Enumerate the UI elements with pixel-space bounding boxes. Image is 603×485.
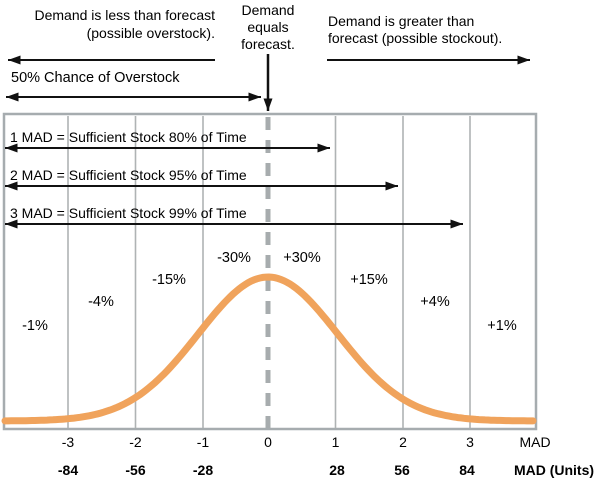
- mad-2-label: 2 MAD = Sufficient Stock 95% of Time: [10, 167, 247, 183]
- x-tick-minus2: -2: [129, 434, 142, 450]
- x-tick-minus3: -3: [61, 434, 75, 450]
- annotation-demand-less-line2: (possible overstock).: [86, 25, 215, 41]
- x-unit-minus84: -84: [57, 462, 79, 478]
- x-tick-plus1: 1: [331, 434, 340, 450]
- bell-curve: [1, 273, 537, 425]
- segment-label-minus4pct: -4%: [88, 294, 114, 310]
- chart-frame: [2, 112, 538, 431]
- segment-label-minus1pct: -1%: [22, 318, 48, 334]
- x-tick-plus2: 2: [399, 434, 407, 450]
- annotation-demand-equals-line3: forecast.: [241, 36, 295, 52]
- mad-1-label: 1 MAD = Sufficient Stock 80% of Time: [10, 129, 247, 145]
- x-unit-plus56: 56: [394, 462, 410, 478]
- annotation-demand-greater-line1: Demand is greater than: [328, 13, 475, 29]
- x-axis-units-unit-label: MAD (Units): [513, 462, 595, 478]
- segment-label-minus30pct: -30%: [217, 250, 251, 266]
- x-unit-plus28: 28: [329, 462, 345, 478]
- segment-label-plus4pct: +4%: [420, 294, 450, 310]
- annotation-demand-equals-line2: equals: [247, 19, 289, 35]
- x-unit-minus28: -28: [192, 462, 214, 478]
- annotation-demand-equals: Demand equals forecast.: [241, 2, 295, 53]
- x-tick-zero: 0: [264, 434, 272, 450]
- annotation-demand-less: Demand is less than forecast (possible o…: [34, 6, 215, 42]
- annotation-demand-greater: Demand is greater than forecast (possibl…: [328, 13, 502, 47]
- x-tick-plus3: 3: [466, 434, 474, 450]
- overstock-chance-label: 50% Chance of Overstock: [11, 70, 180, 86]
- mad-3-label: 3 MAD = Sufficient Stock 99% of Time: [10, 205, 247, 221]
- annotation-demand-equals-line1: Demand: [241, 2, 295, 18]
- x-tick-minus1: -1: [196, 434, 210, 450]
- segment-label-minus15pct: -15%: [152, 272, 186, 288]
- x-unit-plus84: 84: [459, 462, 475, 478]
- annotation-demand-less-line1: Demand is less than forecast: [34, 7, 215, 23]
- segment-label-plus1pct: +1%: [487, 318, 517, 334]
- segment-label-plus30pct: +30%: [283, 250, 321, 266]
- segment-label-plus15pct: +15%: [350, 272, 388, 288]
- x-unit-minus56: -56: [125, 462, 146, 478]
- x-axis-mad-unit-label: MAD: [519, 434, 551, 450]
- annotation-demand-greater-line2: forecast (possible stockout).: [328, 30, 503, 46]
